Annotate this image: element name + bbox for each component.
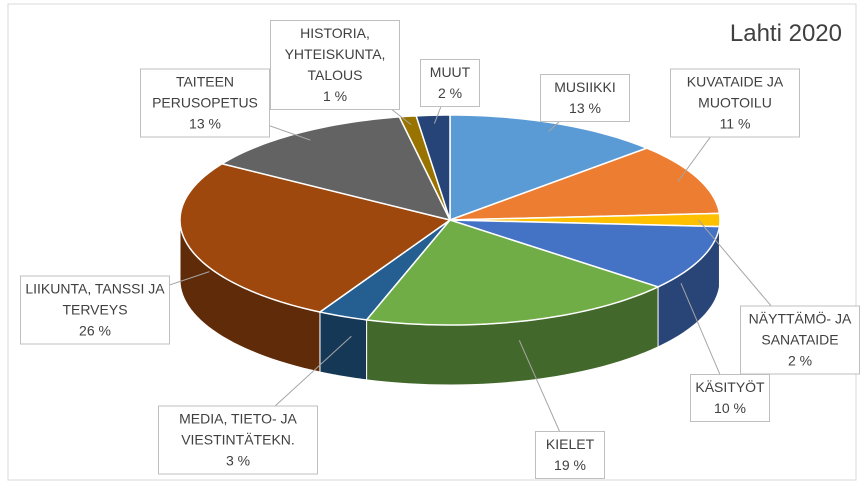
label-value: 13 %: [189, 115, 221, 132]
data-label: LIIKUNTA, TANSSI JA TERVEYS 26 %: [20, 275, 170, 345]
data-label: KÄSITYÖT 10 %: [690, 374, 770, 422]
slice: [318, 219, 451, 321]
data-label: KUVATAIDE JA MUOTOILU 11 %: [670, 68, 800, 138]
label-value: 1 %: [322, 88, 348, 104]
data-label: MUSIIKKI 13 %: [540, 74, 630, 122]
label-category: TAITEEN PERUSOPETUS: [152, 73, 258, 111]
label-value: 2 %: [437, 85, 463, 101]
label-category: KIELET: [545, 436, 595, 452]
label-value: 19 %: [554, 457, 586, 473]
label-value: 26 %: [79, 322, 111, 339]
label-category: HISTORIA, YHTEISKUNTA, TALOUS: [284, 25, 386, 83]
label-category: NÄYTTÄMÖ- JA SANATAIDE: [748, 310, 852, 348]
slice-side: [319, 311, 368, 381]
data-label: KIELET 19 %: [535, 431, 605, 479]
label-value: 13 %: [569, 100, 601, 116]
label-value: 2 %: [787, 352, 813, 369]
label-value: 10 %: [714, 400, 746, 416]
label-category: MUUT: [429, 64, 471, 80]
label-category: LIIKUNTA, TANSSI JA TERVEYS: [25, 280, 165, 318]
label-category: KUVATAIDE JA MUOTOILU: [686, 73, 784, 111]
data-label: MEDIA, TIETO- JA VIESTINTÄTEKN. 3 %: [158, 405, 318, 475]
label-value: 11 %: [719, 115, 751, 132]
chart-border: [7, 3, 857, 481]
slice: [220, 116, 452, 222]
label-category: KÄSITYÖT: [695, 379, 765, 395]
chart-title: Lahti 2020: [729, 20, 842, 47]
slice: [449, 147, 721, 221]
slice: [415, 114, 451, 221]
data-label: MUUT 2 %: [420, 59, 480, 107]
data-label: TAITEEN PERUSOPETUS 13 %: [140, 68, 270, 138]
label-category: MEDIA, TIETO- JA VIESTINTÄTEKN.: [179, 410, 297, 448]
label-category: MUSIIKKI: [554, 79, 616, 95]
label-value: 3 %: [225, 452, 251, 469]
data-label: HISTORIA, YHTEISKUNTA, TALOUS 1 %: [270, 20, 400, 110]
slice: [365, 219, 661, 326]
slice: [179, 162, 452, 313]
slice: [449, 219, 721, 288]
data-label: NÄYTTÄMÖ- JA SANATAIDE 2 %: [740, 305, 860, 375]
